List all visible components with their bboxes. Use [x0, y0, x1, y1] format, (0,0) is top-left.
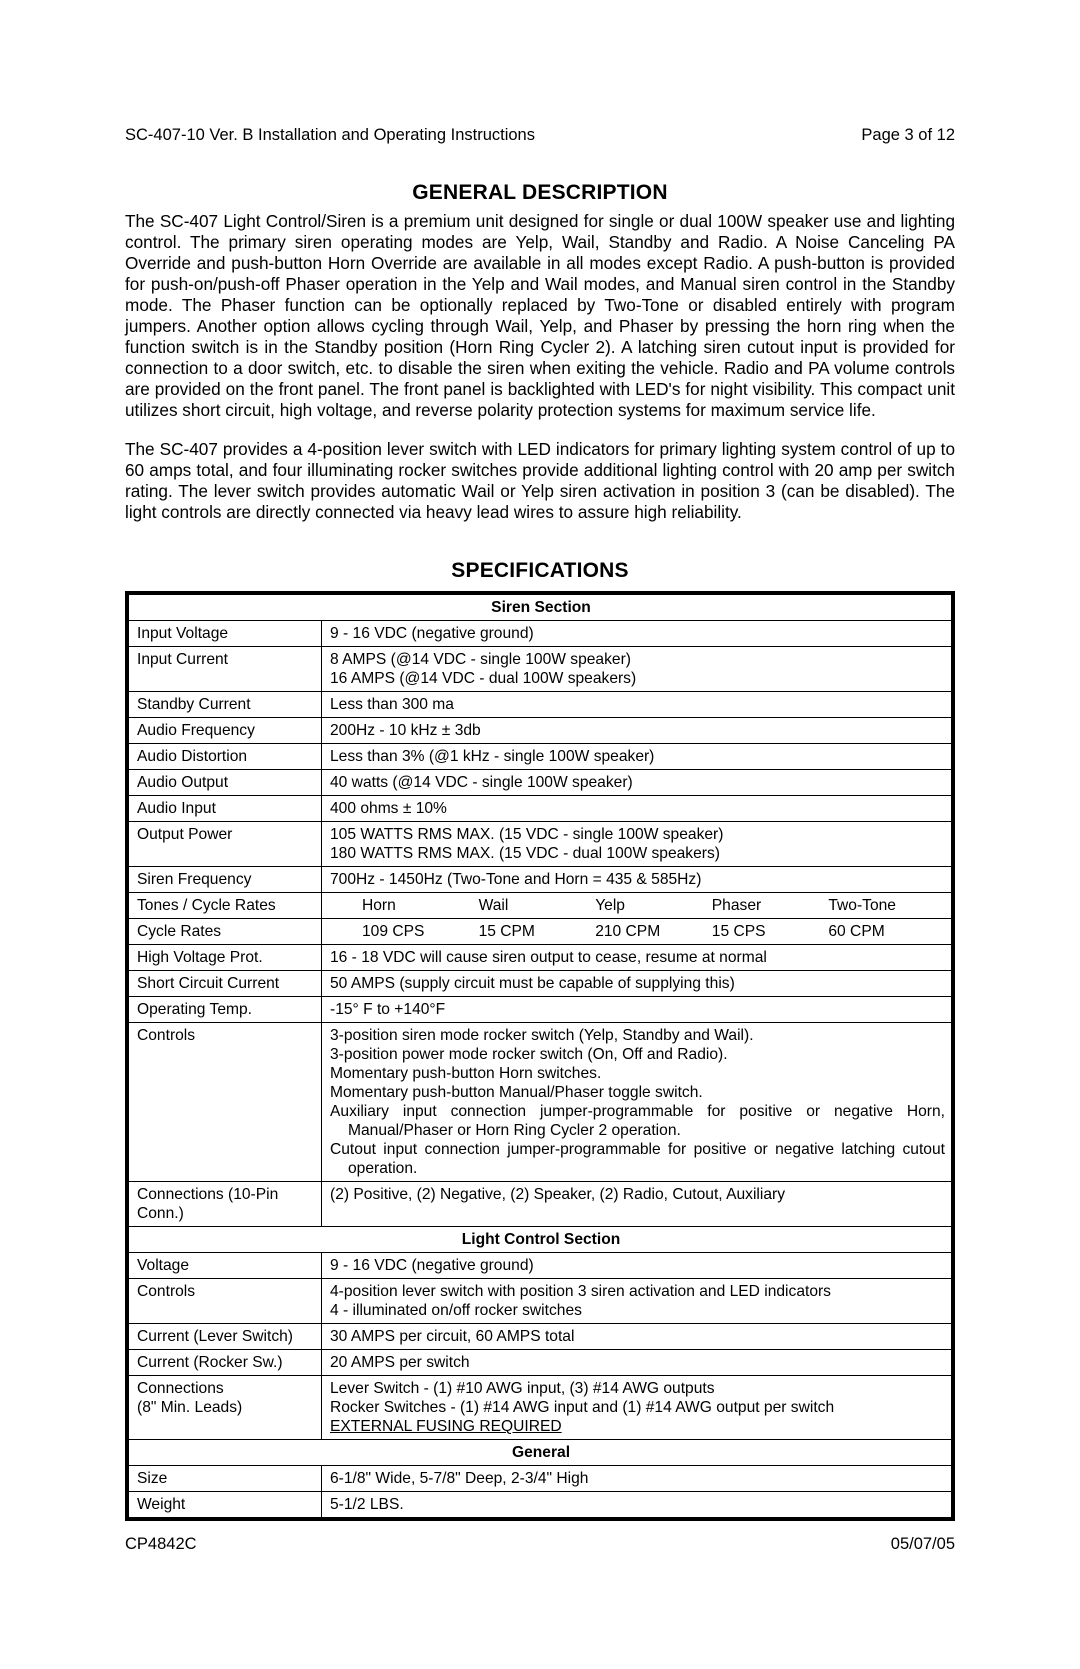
value-siren-frequency: 700Hz - 1450Hz (Two-Tone and Horn = 435 …	[322, 866, 954, 892]
label-output-power: Output Power	[127, 821, 322, 866]
label-input-voltage: Input Voltage	[127, 620, 322, 646]
label-size: Size	[127, 1466, 322, 1492]
control-line-2: Momentary push-button Horn switches.	[330, 1064, 945, 1083]
tone-2: Yelp	[595, 896, 712, 915]
spec-table: Siren Section Input Voltage 9 - 16 VDC (…	[125, 591, 955, 1522]
header-page: Page 3 of 12	[861, 126, 955, 145]
label-standby-current: Standby Current	[127, 691, 322, 717]
value-output-power: 105 WATTS RMS MAX. (15 VDC - single 100W…	[322, 821, 954, 866]
value-light-conn: Lever Switch - (1) #10 AWG input, (3) #1…	[322, 1376, 954, 1440]
rate-4: 60 CPM	[828, 922, 945, 941]
label-op-temp: Operating Temp.	[127, 997, 322, 1023]
value-short-circuit: 50 AMPS (supply circuit must be capable …	[322, 971, 954, 997]
label-short-circuit: Short Circuit Current	[127, 971, 322, 997]
label-siren-conn: Connections (10-Pin Conn.)	[127, 1182, 322, 1227]
value-op-temp: -15° F to +140°F	[322, 997, 954, 1023]
light-conn-line-3: EXTERNAL FUSING REQUIRED	[330, 1418, 562, 1435]
title-specifications: SPECIFICATIONS	[125, 559, 955, 583]
label-tones: Tones / Cycle Rates	[127, 892, 322, 918]
label-light-voltage: Voltage	[127, 1253, 322, 1279]
label-weight: Weight	[127, 1492, 322, 1520]
para-general-1: The SC-407 Light Control/Siren is a prem…	[125, 211, 955, 421]
control-line-5: Cutout input connection jumper-programma…	[330, 1140, 945, 1178]
label-light-conn: Connections (8" Min. Leads)	[127, 1376, 322, 1440]
control-line-4: Auxiliary input connection jumper-progra…	[330, 1102, 945, 1140]
tone-1: Wail	[479, 896, 596, 915]
value-size: 6-1/8" Wide, 5-7/8" Deep, 2-3/4" High	[322, 1466, 954, 1492]
tone-4: Two-Tone	[828, 896, 945, 915]
label-audio-frequency: Audio Frequency	[127, 717, 322, 743]
label-controls: Controls	[127, 1023, 322, 1182]
rate-0: 109 CPS	[362, 922, 479, 941]
value-audio-output: 40 watts (@14 VDC - single 100W speaker)	[322, 769, 954, 795]
value-cur-rocker: 20 AMPS per switch	[322, 1350, 954, 1376]
label-cur-rocker: Current (Rocker Sw.)	[127, 1350, 322, 1376]
label-cur-lever: Current (Lever Switch)	[127, 1324, 322, 1350]
label-light-controls: Controls	[127, 1279, 322, 1324]
siren-section-header: Siren Section	[127, 593, 953, 621]
value-tones: Horn Wail Yelp Phaser Two-Tone	[322, 892, 954, 918]
value-cycle-rates: 109 CPS 15 CPM 210 CPM 15 CPS 60 CPM	[322, 918, 954, 944]
label-audio-output: Audio Output	[127, 769, 322, 795]
value-hv-prot: 16 - 18 VDC will cause siren output to c…	[322, 945, 954, 971]
label-cycle-rates: Cycle Rates	[127, 918, 322, 944]
value-audio-distortion: Less than 3% (@1 kHz - single 100W speak…	[322, 743, 954, 769]
control-line-3: Momentary push-button Manual/Phaser togg…	[330, 1083, 945, 1102]
rate-1: 15 CPM	[479, 922, 596, 941]
value-weight: 5-1/2 LBS.	[322, 1492, 954, 1520]
label-input-current: Input Current	[127, 646, 322, 691]
light-conn-line-1: Lever Switch - (1) #10 AWG input, (3) #1…	[330, 1380, 715, 1397]
value-siren-conn: (2) Positive, (2) Negative, (2) Speaker,…	[322, 1182, 954, 1227]
footer-right: 05/07/05	[891, 1535, 955, 1554]
light-section-header: Light Control Section	[127, 1227, 953, 1253]
label-audio-distortion: Audio Distortion	[127, 743, 322, 769]
label-siren-frequency: Siren Frequency	[127, 866, 322, 892]
light-conn-line-2: Rocker Switches - (1) #14 AWG input and …	[330, 1399, 834, 1416]
tone-3: Phaser	[712, 896, 829, 915]
value-input-voltage: 9 - 16 VDC (negative ground)	[322, 620, 954, 646]
value-audio-input: 400 ohms ± 10%	[322, 795, 954, 821]
control-line-1: 3-position power mode rocker switch (On,…	[330, 1045, 945, 1064]
rate-3: 15 CPS	[712, 922, 829, 941]
footer-left: CP4842C	[125, 1535, 197, 1554]
value-light-voltage: 9 - 16 VDC (negative ground)	[322, 1253, 954, 1279]
value-cur-lever: 30 AMPS per circuit, 60 AMPS total	[322, 1324, 954, 1350]
header-left: SC-407-10 Ver. B Installation and Operat…	[125, 126, 535, 145]
para-general-2: The SC-407 provides a 4-position lever s…	[125, 439, 955, 523]
control-line-0: 3-position siren mode rocker switch (Yel…	[330, 1026, 945, 1045]
label-hv-prot: High Voltage Prot.	[127, 945, 322, 971]
value-controls: 3-position siren mode rocker switch (Yel…	[322, 1023, 954, 1182]
value-light-controls: 4-position lever switch with position 3 …	[322, 1279, 954, 1324]
tone-0: Horn	[362, 896, 479, 915]
value-audio-frequency: 200Hz - 10 kHz ± 3db	[322, 717, 954, 743]
value-input-current: 8 AMPS (@14 VDC - single 100W speaker) 1…	[322, 646, 954, 691]
general-section-header: General	[127, 1440, 953, 1466]
label-audio-input: Audio Input	[127, 795, 322, 821]
value-standby-current: Less than 300 ma	[322, 691, 954, 717]
rate-2: 210 CPM	[595, 922, 712, 941]
title-general-description: GENERAL DESCRIPTION	[125, 181, 955, 205]
